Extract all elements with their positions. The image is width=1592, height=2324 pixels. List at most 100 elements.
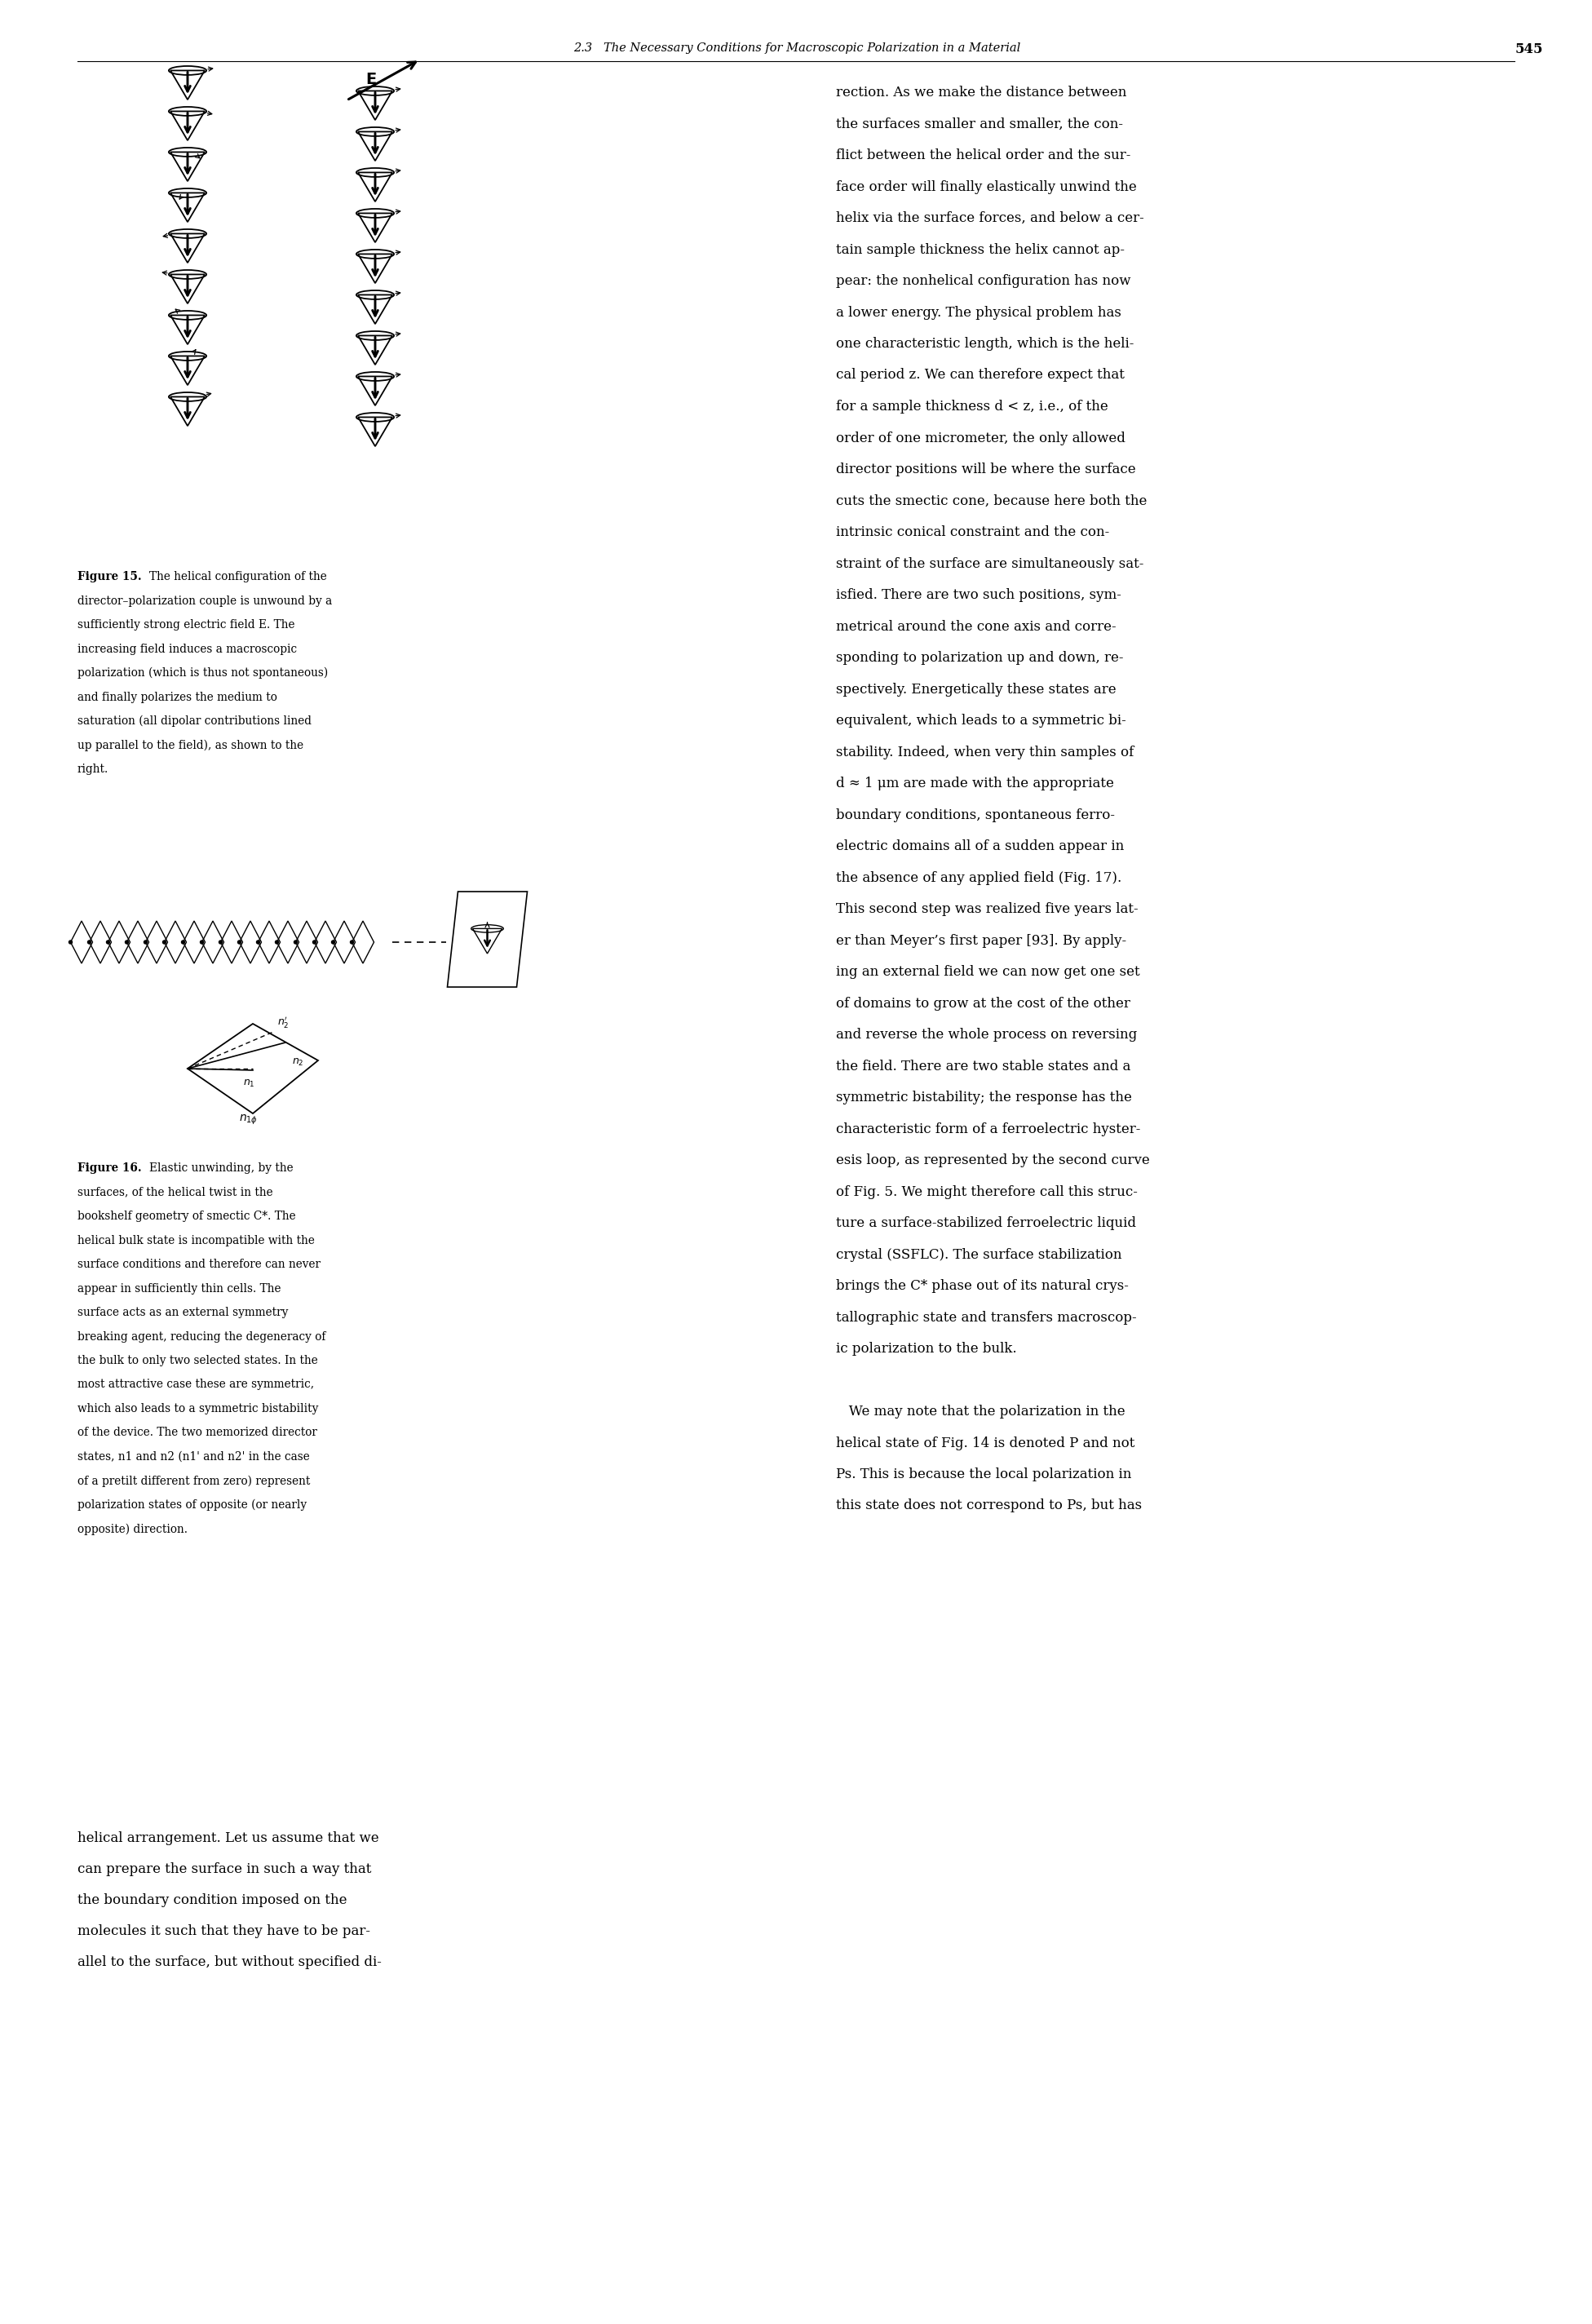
Text: increasing field induces a macroscopic: increasing field induces a macroscopic (78, 644, 298, 655)
Circle shape (181, 941, 185, 944)
Text: opposite) direction.: opposite) direction. (78, 1522, 188, 1536)
Text: the field. There are two stable states and a: the field. There are two stable states a… (836, 1060, 1130, 1074)
Text: bookshelf geometry of smectic C*. The: bookshelf geometry of smectic C*. The (78, 1211, 296, 1222)
Text: brings the C* phase out of its natural crys-: brings the C* phase out of its natural c… (836, 1278, 1129, 1292)
Text: states, n1 and n2 (n1' and n2' in the case: states, n1 and n2 (n1' and n2' in the ca… (78, 1450, 310, 1462)
Text: $n_{1\phi}$: $n_{1\phi}$ (239, 1113, 258, 1127)
Text: symmetric bistability; the response has the: symmetric bistability; the response has … (836, 1090, 1132, 1104)
Circle shape (107, 941, 110, 944)
Text: polarization states of opposite (or nearly: polarization states of opposite (or near… (78, 1499, 307, 1511)
Text: characteristic form of a ferroelectric hyster-: characteristic form of a ferroelectric h… (836, 1122, 1140, 1136)
Text: electric domains all of a sudden appear in: electric domains all of a sudden appear … (836, 839, 1124, 853)
Text: ture a surface-stabilized ferroelectric liquid: ture a surface-stabilized ferroelectric … (836, 1215, 1137, 1229)
Circle shape (88, 941, 91, 944)
Circle shape (331, 941, 334, 944)
Circle shape (201, 941, 204, 944)
Text: This second step was realized five years lat-: This second step was realized five years… (836, 902, 1138, 916)
Text: 2.3   The Necessary Conditions for Macroscopic Polarization in a Material: 2.3 The Necessary Conditions for Macrosc… (573, 42, 1020, 53)
Text: Figure 16.: Figure 16. (78, 1162, 142, 1174)
Text: polarization (which is thus not spontaneous): polarization (which is thus not spontane… (78, 667, 328, 679)
Text: breaking agent, reducing the degeneracy of: breaking agent, reducing the degeneracy … (78, 1332, 326, 1343)
Text: the boundary condition imposed on the: the boundary condition imposed on the (78, 1894, 347, 1908)
Text: helical arrangement. Let us assume that we: helical arrangement. Let us assume that … (78, 1831, 379, 1845)
Circle shape (350, 941, 353, 944)
Text: 545: 545 (1516, 42, 1543, 56)
Text: one characteristic length, which is the heli-: one characteristic length, which is the … (836, 337, 1134, 351)
Text: Elastic unwinding, by the: Elastic unwinding, by the (150, 1162, 293, 1174)
Circle shape (220, 941, 223, 944)
Text: molecules it such that they have to be par-: molecules it such that they have to be p… (78, 1924, 371, 1938)
Circle shape (126, 941, 129, 944)
Text: sponding to polarization up and down, re-: sponding to polarization up and down, re… (836, 651, 1124, 665)
Text: of Fig. 5. We might therefore call this struc-: of Fig. 5. We might therefore call this … (836, 1185, 1138, 1199)
Text: director positions will be where the surface: director positions will be where the sur… (836, 462, 1135, 476)
Text: isfied. There are two such positions, sym-: isfied. There are two such positions, sy… (836, 588, 1121, 602)
Text: for a sample thickness d < z, i.e., of the: for a sample thickness d < z, i.e., of t… (836, 400, 1108, 414)
Text: and finally polarizes the medium to: and finally polarizes the medium to (78, 690, 277, 702)
Text: which also leads to a symmetric bistability: which also leads to a symmetric bistabil… (78, 1404, 318, 1415)
Text: of domains to grow at the cost of the other: of domains to grow at the cost of the ot… (836, 997, 1130, 1011)
Text: flict between the helical order and the sur-: flict between the helical order and the … (836, 149, 1130, 163)
Text: er than Meyer’s first paper [93]. By apply-: er than Meyer’s first paper [93]. By app… (836, 934, 1127, 948)
Text: right.: right. (78, 765, 108, 774)
Text: allel to the surface, but without specified di-: allel to the surface, but without specif… (78, 1954, 382, 1968)
Text: cuts the smectic cone, because here both the: cuts the smectic cone, because here both… (836, 495, 1146, 507)
Circle shape (256, 941, 259, 944)
Text: and reverse the whole process on reversing: and reverse the whole process on reversi… (836, 1027, 1137, 1041)
Circle shape (275, 941, 279, 944)
Text: face order will finally elastically unwind the: face order will finally elastically unwi… (836, 179, 1137, 193)
Text: spectively. Energetically these states are: spectively. Energetically these states a… (836, 683, 1116, 697)
Text: surfaces, of the helical twist in the: surfaces, of the helical twist in the (78, 1188, 272, 1197)
Text: stability. Indeed, when very thin samples of: stability. Indeed, when very thin sample… (836, 746, 1134, 760)
Circle shape (143, 941, 146, 944)
Text: tain sample thickness the helix cannot ap-: tain sample thickness the helix cannot a… (836, 242, 1124, 256)
Text: saturation (all dipolar contributions lined: saturation (all dipolar contributions li… (78, 716, 312, 727)
Text: equivalent, which leads to a symmetric bi-: equivalent, which leads to a symmetric b… (836, 713, 1126, 727)
Circle shape (295, 941, 298, 944)
Text: Figure 15.: Figure 15. (78, 572, 142, 583)
Text: surface acts as an external symmetry: surface acts as an external symmetry (78, 1306, 288, 1318)
Text: helix via the surface forces, and below a cer-: helix via the surface forces, and below … (836, 211, 1145, 225)
Text: of the device. The two memorized director: of the device. The two memorized directo… (78, 1427, 317, 1439)
Text: a lower energy. The physical problem has: a lower energy. The physical problem has (836, 304, 1121, 318)
Text: Ps. This is because the local polarization in: Ps. This is because the local polarizati… (836, 1466, 1132, 1480)
Text: d ≈ 1 μm are made with the appropriate: d ≈ 1 μm are made with the appropriate (836, 776, 1114, 790)
Text: of a pretilt different from zero) represent: of a pretilt different from zero) repres… (78, 1476, 310, 1487)
Text: $n_2$: $n_2$ (291, 1057, 304, 1067)
Circle shape (68, 941, 72, 944)
Circle shape (162, 941, 166, 944)
Text: the surfaces smaller and smaller, the con-: the surfaces smaller and smaller, the co… (836, 116, 1122, 130)
Text: appear in sufficiently thin cells. The: appear in sufficiently thin cells. The (78, 1283, 280, 1294)
Text: We may note that the polarization in the: We may note that the polarization in the (836, 1404, 1126, 1418)
Text: esis loop, as represented by the second curve: esis loop, as represented by the second … (836, 1153, 1149, 1167)
Text: order of one micrometer, the only allowed: order of one micrometer, the only allowe… (836, 432, 1126, 444)
Text: ic polarization to the bulk.: ic polarization to the bulk. (836, 1341, 1017, 1355)
Text: metrical around the cone axis and corre-: metrical around the cone axis and corre- (836, 621, 1116, 634)
Text: crystal (SSFLC). The surface stabilization: crystal (SSFLC). The surface stabilizati… (836, 1248, 1122, 1262)
Text: sufficiently strong electric field E. The: sufficiently strong electric field E. Th… (78, 618, 295, 630)
Circle shape (237, 941, 240, 944)
Text: this state does not correspond to Ps, but has: this state does not correspond to Ps, bu… (836, 1499, 1141, 1513)
Text: can prepare the surface in such a way that: can prepare the surface in such a way th… (78, 1862, 371, 1875)
Text: $n_2'$: $n_2'$ (277, 1016, 290, 1030)
Text: boundary conditions, spontaneous ferro-: boundary conditions, spontaneous ferro- (836, 809, 1114, 823)
Text: rection. As we make the distance between: rection. As we make the distance between (836, 86, 1127, 100)
Text: intrinsic conical constraint and the con-: intrinsic conical constraint and the con… (836, 525, 1110, 539)
Text: cal period z. We can therefore expect that: cal period z. We can therefore expect th… (836, 367, 1124, 381)
Text: director–polarization couple is unwound by a: director–polarization couple is unwound … (78, 595, 333, 607)
Text: tallographic state and transfers macroscop-: tallographic state and transfers macrosc… (836, 1311, 1137, 1325)
Text: helical bulk state is incompatible with the: helical bulk state is incompatible with … (78, 1234, 315, 1246)
Text: E: E (366, 72, 376, 88)
Text: ing an external field we can now get one set: ing an external field we can now get one… (836, 964, 1140, 978)
Text: $n_1$: $n_1$ (242, 1078, 255, 1090)
Text: up parallel to the field), as shown to the: up parallel to the field), as shown to t… (78, 739, 304, 751)
Text: helical state of Fig. 14 is denoted P and not: helical state of Fig. 14 is denoted P an… (836, 1436, 1135, 1450)
Text: straint of the surface are simultaneously sat-: straint of the surface are simultaneousl… (836, 558, 1143, 572)
Text: surface conditions and therefore can never: surface conditions and therefore can nev… (78, 1260, 320, 1271)
Circle shape (312, 941, 317, 944)
Text: pear: the nonhelical configuration has now: pear: the nonhelical configuration has n… (836, 274, 1130, 288)
Text: most attractive case these are symmetric,: most attractive case these are symmetric… (78, 1378, 314, 1390)
Text: the absence of any applied field (Fig. 17).: the absence of any applied field (Fig. 1… (836, 872, 1122, 885)
Text: The helical configuration of the: The helical configuration of the (150, 572, 326, 583)
Text: the bulk to only two selected states. In the: the bulk to only two selected states. In… (78, 1355, 318, 1367)
